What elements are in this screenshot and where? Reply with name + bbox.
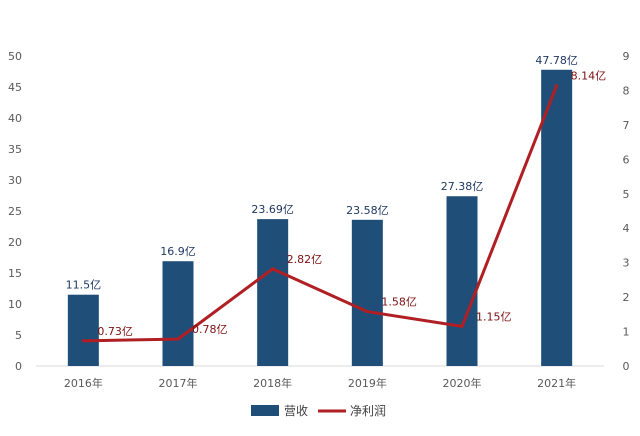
category-labels: 2016年 2017年 2018年 2019年 2020年 2021年 — [64, 376, 576, 390]
revenue-data-label: 16.9亿 — [160, 245, 196, 258]
left-tick-label: 10 — [8, 298, 22, 311]
left-tick-label: 0 — [15, 360, 22, 373]
net-profit-line — [83, 85, 559, 343]
net-profit-point — [365, 309, 369, 314]
right-tick-label: 2 — [623, 291, 630, 304]
line-series — [81, 84, 559, 343]
revenue-bar — [446, 196, 478, 366]
revenue-bar — [162, 261, 194, 366]
bar-data-labels: 11.5亿 16.9亿 23.69亿 23.58亿 27.38亿 47.78亿 — [66, 54, 578, 292]
revenue-data-label: 47.78亿 — [535, 54, 578, 67]
net-profit-point — [176, 337, 180, 341]
net-profit-data-label: 0.78亿 — [192, 323, 228, 336]
net-profit-point — [460, 324, 464, 328]
legend-bar-swatch — [251, 405, 279, 416]
right-axis-ticks: 0 1 2 3 4 5 6 7 8 9 — [623, 50, 630, 373]
right-tick-label: 3 — [623, 257, 630, 270]
left-axis-ticks: 0 5 10 15 20 25 30 35 40 45 50 — [8, 50, 22, 373]
category-label: 2020年 — [443, 376, 482, 390]
line-data-labels: 0.73亿 0.78亿 2.82亿 1.58亿 1.15亿 8.14亿 — [97, 70, 606, 338]
bar-series — [67, 69, 573, 366]
net-profit-data-label: 1.58亿 — [381, 296, 417, 309]
revenue-data-label: 23.69亿 — [251, 203, 294, 216]
legend: 营收 净利润 — [251, 404, 386, 418]
right-tick-label: 8 — [623, 84, 630, 97]
left-tick-label: 15 — [8, 267, 22, 280]
left-tick-label: 40 — [8, 112, 22, 125]
revenue-bar — [257, 219, 289, 366]
net-profit-data-label: 1.15亿 — [476, 310, 512, 323]
legend-bar-label: 营收 — [284, 404, 308, 418]
revenue-data-label: 23.58亿 — [346, 204, 389, 217]
revenue-bar — [67, 294, 99, 366]
net-profit-data-label: 0.73亿 — [97, 325, 133, 338]
category-label: 2018年 — [253, 376, 292, 390]
left-tick-label: 5 — [15, 329, 22, 342]
left-tick-label: 25 — [8, 205, 22, 218]
right-tick-label: 5 — [623, 188, 630, 201]
left-tick-label: 50 — [8, 50, 22, 63]
net-profit-data-label: 8.14亿 — [571, 70, 607, 83]
left-tick-label: 35 — [8, 143, 22, 156]
left-tick-label: 30 — [8, 174, 22, 187]
revenue-data-label: 27.38亿 — [441, 180, 484, 193]
right-tick-label: 4 — [623, 222, 630, 235]
left-tick-label: 45 — [8, 81, 22, 94]
category-label: 2021年 — [537, 376, 576, 390]
revenue-bar — [351, 219, 383, 366]
right-tick-label: 7 — [623, 119, 630, 132]
right-tick-label: 6 — [623, 153, 630, 166]
net-profit-point — [555, 84, 559, 88]
right-tick-label: 1 — [623, 326, 630, 339]
category-label: 2016年 — [64, 376, 103, 390]
revenue-data-label: 11.5亿 — [66, 279, 102, 292]
right-tick-label: 9 — [623, 50, 630, 63]
revenue-bar — [541, 69, 573, 366]
legend-line-label: 净利润 — [350, 404, 386, 418]
category-label: 2019年 — [348, 376, 387, 390]
net-profit-point — [271, 267, 275, 271]
left-tick-label: 20 — [8, 236, 22, 249]
net-profit-data-label: 2.82亿 — [287, 253, 323, 266]
right-tick-label: 0 — [623, 360, 630, 373]
net-profit-point — [81, 339, 85, 343]
category-label: 2017年 — [159, 376, 198, 390]
